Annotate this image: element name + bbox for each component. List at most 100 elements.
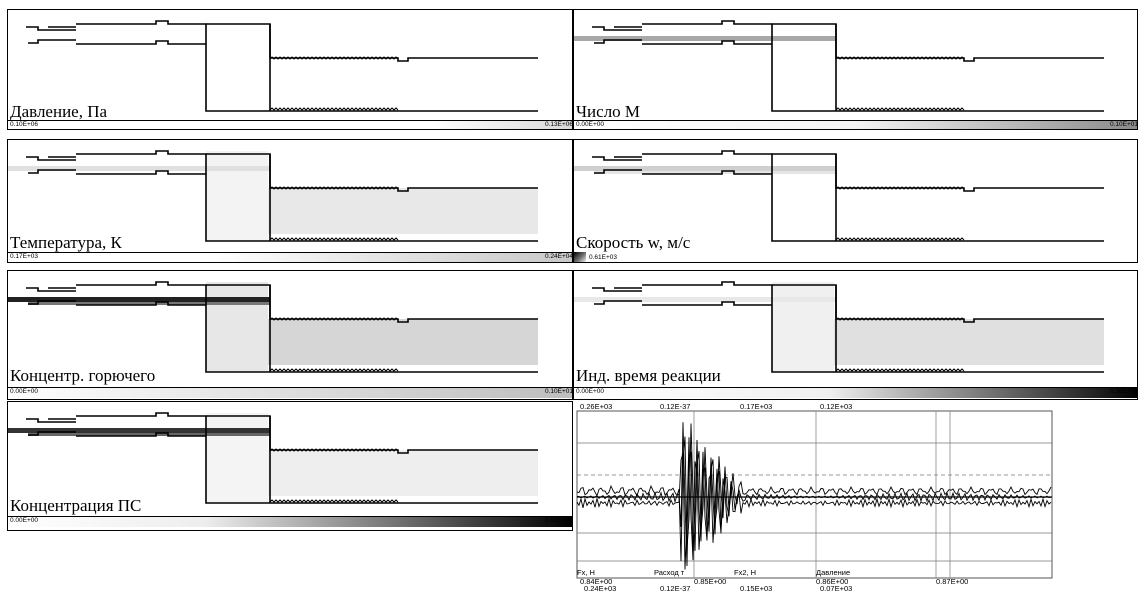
- trace-3: [576, 437, 1052, 570]
- reaction-max: 0.56E+00: [1109, 388, 1138, 395]
- duct-wall-4: [76, 301, 206, 306]
- mach-colorbar: 0.00E+00 0.10E+01: [574, 120, 1137, 129]
- reaction-field-plot: [574, 281, 1104, 373]
- trace-1: [576, 423, 1052, 562]
- duct-wall-2: [642, 20, 1104, 112]
- velocity-field-plot: [574, 150, 1104, 242]
- duct-wall-1: [26, 156, 76, 161]
- liner-perforation-bottom: [835, 368, 965, 372]
- duct-wall-1: [592, 26, 642, 31]
- duct-wall-2: [76, 20, 538, 112]
- legend-fx2: Fx2, Н: [734, 568, 757, 577]
- pressure-min: 0.10E+06: [10, 121, 39, 128]
- velocity-label: Скорость w, м/с: [576, 233, 691, 252]
- pressure-max: 0.13E+06: [544, 121, 573, 128]
- duct-wall-4: [642, 301, 772, 306]
- header-value-3: 0.17E+03: [740, 402, 773, 411]
- x-tick-2: 0.85E+00: [694, 577, 727, 586]
- field-shade-jet: [8, 428, 270, 433]
- duct-wall-4: [76, 432, 206, 437]
- legend-flow: Расход т: [654, 568, 685, 577]
- field-shade-jet: [8, 166, 270, 171]
- duct-wall-2: [642, 281, 1104, 373]
- duct-wall-2: [76, 412, 538, 504]
- mach-label: Число М: [576, 102, 641, 121]
- field-shade-chamber: [206, 151, 268, 241]
- liner-perforation-bottom: [269, 368, 399, 372]
- field-shade-jet: [574, 297, 836, 302]
- duct-wall-1: [26, 418, 76, 423]
- panel-velocity: Скорость w, м/с 0.61E+03: [573, 139, 1138, 263]
- liner-perforation-top: [835, 186, 965, 190]
- liner-perforation-bottom: [269, 237, 399, 241]
- header-value-1: 0.26E+03: [580, 402, 613, 411]
- fuel-max: 0.10E+01: [544, 388, 573, 395]
- products-colorbar: 0.00E+00 0.92E+00: [8, 516, 573, 527]
- duct-wall-2: [76, 150, 538, 242]
- mach-min: 0.00E+00: [576, 121, 605, 128]
- fuel-min: 0.00E+00: [10, 388, 39, 395]
- panel-mach: Число М 0.00E+00 0.10E+01: [573, 9, 1138, 130]
- liner-perforation-bottom: [835, 107, 965, 111]
- liner-perforation-bottom: [269, 499, 399, 503]
- liner-perforation-top: [269, 317, 399, 321]
- duct-wall-3: [28, 300, 76, 305]
- liner-perforation-top: [835, 317, 965, 321]
- products-min: 0.00E+00: [10, 517, 39, 524]
- reaction-label: Инд. время реакции: [576, 366, 721, 385]
- temperature-max: 0.24E+04: [544, 253, 573, 260]
- legend-fx: Fx, Н: [577, 568, 595, 577]
- duct-wall-4: [642, 170, 772, 175]
- reaction-colorbar: 0.00E+00 0.56E+00: [574, 387, 1138, 398]
- field-shade-chamber: [772, 282, 834, 372]
- fuel-colorbar: 0.00E+00 0.10E+01: [8, 387, 573, 398]
- trace-2: [576, 422, 1052, 567]
- temperature-min: 0.17E+03: [10, 253, 39, 260]
- duct-wall-3: [28, 169, 76, 174]
- legend-pressure: Давление: [816, 568, 851, 577]
- panel-products: Концентрация ПС 0.00E+00 0.92E+00: [7, 401, 573, 531]
- products-max: 0.92E+00: [544, 517, 573, 524]
- liner-perforation-top: [269, 186, 399, 190]
- liner-perforation-bottom: [269, 107, 399, 111]
- duct-wall-3: [594, 169, 642, 174]
- duct-wall-3: [28, 431, 76, 436]
- pressure-field-plot: [26, 20, 538, 112]
- panel-temperature: Температура, К 0.17E+03 0.24E+04: [7, 139, 573, 263]
- panel-reaction: Инд. время реакции 0.00E+00 0.56E+00: [573, 270, 1138, 400]
- field-shade-jet: [574, 166, 836, 171]
- duct-wall-2: [642, 150, 1104, 242]
- duct-wall-6: [772, 23, 1104, 62]
- duct-wall-4: [76, 170, 206, 175]
- panel-fuel: Концентр. горючего 0.00E+00 0.10E+01: [7, 270, 573, 400]
- field-shade-nozzle: [268, 188, 538, 234]
- field-shade-nozzle: [268, 319, 538, 365]
- temperature-field-plot: [8, 150, 538, 242]
- duct-wall-4: [642, 40, 772, 45]
- field-shade-jet-2: [594, 171, 836, 174]
- fuel-field-plot: [8, 281, 538, 373]
- time-series-plot: [576, 410, 1053, 579]
- panel-pressure: Давление, Па 0.10E+06 0.13E+06: [7, 9, 573, 130]
- products-field-plot: [8, 412, 538, 504]
- x-tick-3: 0.86E+00: [816, 577, 849, 586]
- plot-frame: [576, 410, 1053, 579]
- field-shade-jet: [8, 297, 270, 302]
- velocity-swatch: [574, 252, 586, 262]
- duct-wall-3: [28, 39, 76, 44]
- liner-perforation-top: [269, 56, 399, 60]
- field-shade-jet-2: [28, 433, 270, 436]
- velocity-colorbar: 0.61E+03: [574, 252, 1137, 262]
- header-value-2: 0.12E-37: [660, 402, 691, 411]
- liner-perforation-bottom: [835, 237, 965, 241]
- liner-perforation-top: [835, 56, 965, 60]
- header-value-4: 0.12E+03: [820, 402, 853, 411]
- temperature-label: Температура, К: [10, 233, 122, 252]
- field-shade-chamber: [206, 413, 268, 503]
- duct-wall-1: [592, 287, 642, 292]
- mach-field-plot: [574, 20, 1104, 112]
- products-label: Концентрация ПС: [10, 496, 142, 515]
- field-shade-nozzle: [268, 450, 538, 496]
- duct-wall-1: [26, 287, 76, 292]
- pressure-colorbar: 0.10E+06 0.13E+06: [8, 120, 573, 129]
